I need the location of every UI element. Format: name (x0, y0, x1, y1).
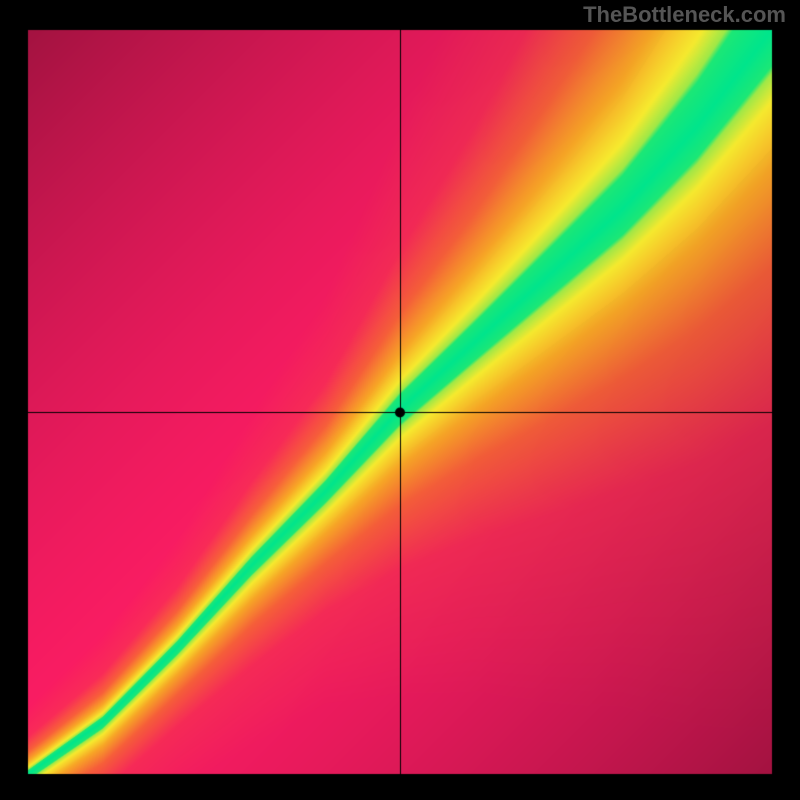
bottleneck-heatmap (0, 0, 800, 800)
chart-container: TheBottleneck.com (0, 0, 800, 800)
